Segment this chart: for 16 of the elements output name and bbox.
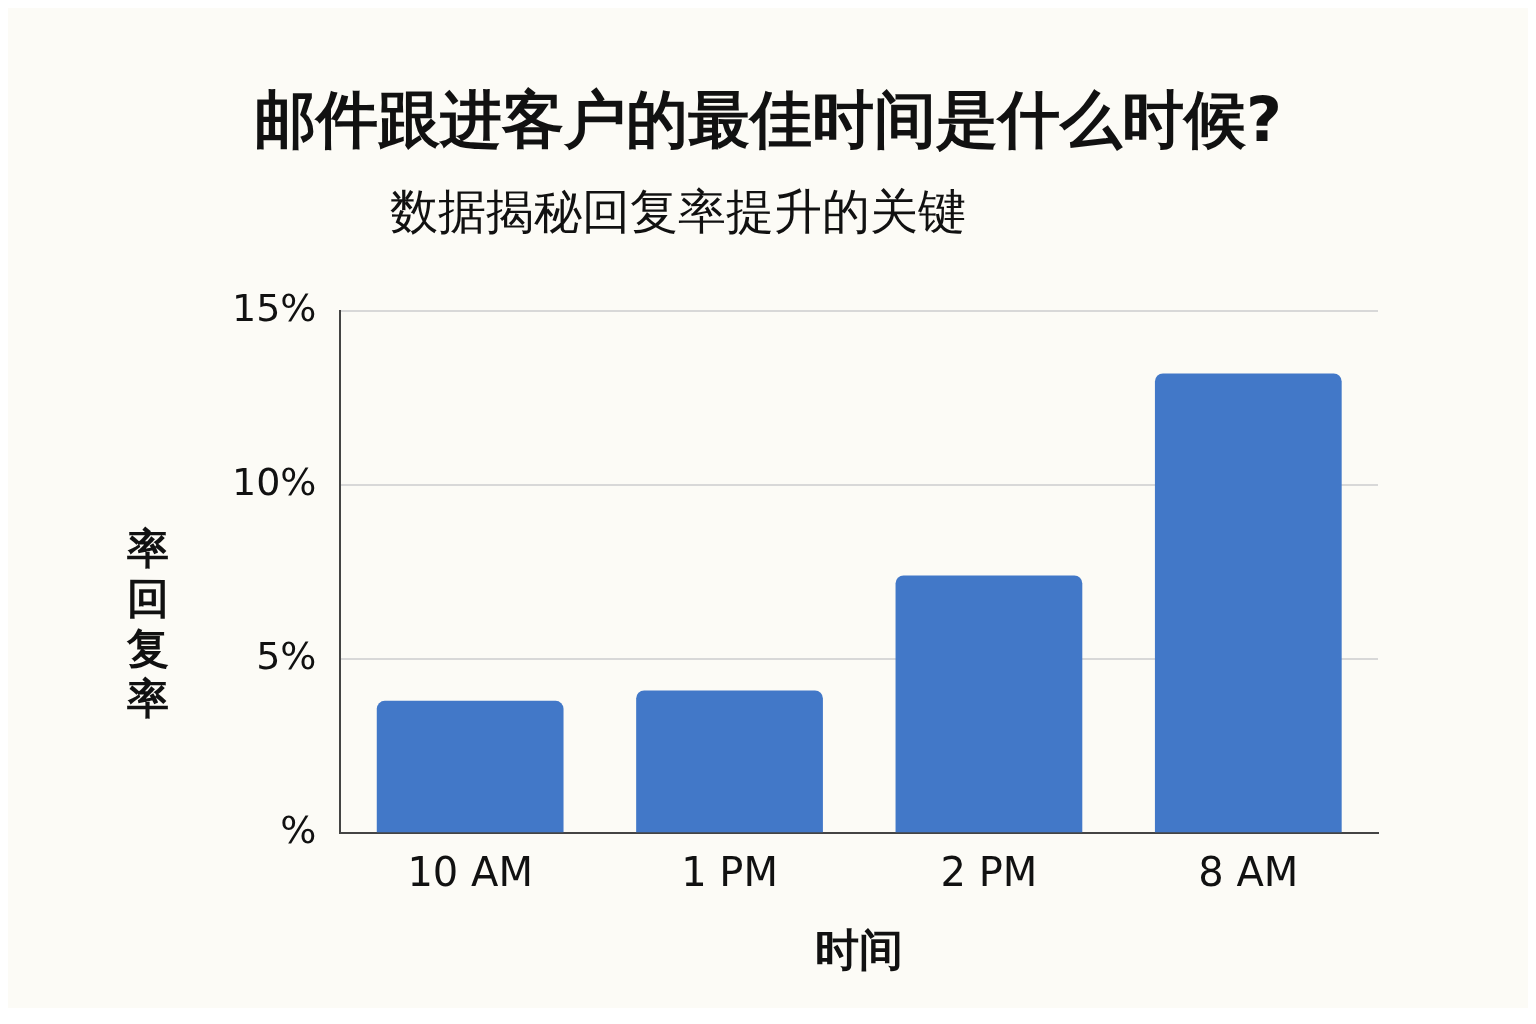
y-tick-label: 10%: [231, 459, 317, 504]
y-tick-label: %: [280, 808, 317, 853]
x-tick-label: 10 AM: [407, 848, 533, 895]
x-tick-label: 2 PM: [940, 848, 1038, 895]
chart-title: 邮件跟进客户的最佳时间是什么时候?: [253, 82, 1283, 158]
y-tick-label: 5%: [256, 633, 317, 678]
y-axis-title: 率回复率: [126, 524, 170, 724]
bar: [895, 575, 1083, 833]
x-axis-title: 时间: [815, 924, 904, 976]
x-tick-label: 1 PM: [681, 848, 778, 895]
x-tick-label: 8 AM: [1198, 848, 1299, 895]
y-tick-label: 15%: [231, 285, 317, 330]
bar: [636, 690, 823, 833]
bar: [1154, 373, 1342, 833]
chart-subtitle: 数据揭秘回复率提升的关键: [389, 182, 967, 241]
bar: [376, 700, 564, 833]
